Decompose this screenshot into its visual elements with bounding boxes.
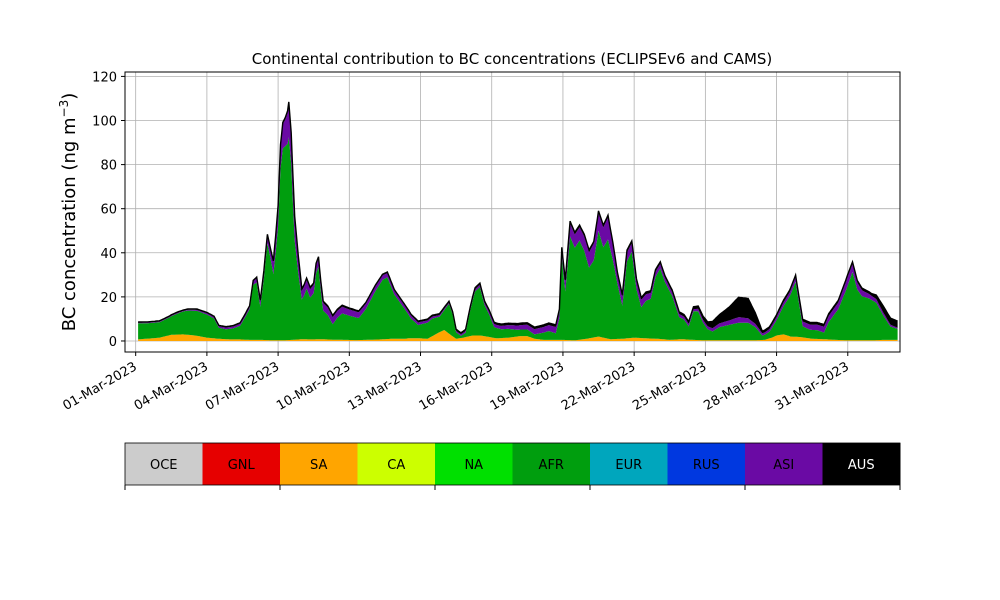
x-tick-label: 04-Mar-2023: [132, 359, 211, 413]
legend-frame: [124, 442, 901, 486]
legend-swatch-rus: [667, 443, 746, 485]
x-tick-label: 13-Mar-2023: [345, 359, 424, 413]
legend-label-ca: CA: [387, 458, 405, 473]
legend-swatch-eur: [590, 443, 668, 485]
legend-label-asi: ASI: [773, 458, 794, 473]
x-tick-label: 10-Mar-2023: [274, 359, 353, 413]
legend-swatch-na: [435, 443, 513, 485]
y-tick-label: 20: [100, 291, 117, 306]
y-axis-label-text: BC concentration (ng m: [59, 117, 80, 331]
legend-label-eur: EUR: [615, 458, 642, 473]
legend-label-na: NA: [464, 458, 483, 473]
area-afr: [138, 137, 898, 341]
y-tick-label: 60: [100, 203, 117, 218]
x-tick-label: 28-Mar-2023: [701, 359, 780, 413]
x-tick-label: 19-Mar-2023: [488, 359, 567, 413]
legend-swatch-asi: [745, 443, 823, 485]
y-tick-label: 120: [92, 70, 117, 85]
legend-swatch-aus: [822, 443, 901, 485]
legend-swatch-sa: [280, 443, 358, 485]
x-tick-label: 01-Mar-2023: [61, 359, 140, 413]
x-tick-label: 25-Mar-2023: [630, 359, 709, 413]
y-tick-label: 0: [109, 335, 117, 350]
y-tick-label: 80: [100, 159, 117, 174]
legend-swatch-afr: [512, 443, 591, 485]
legend-swatch-oce: [125, 443, 203, 485]
chart-title: Continental contribution to BC concentra…: [252, 50, 773, 68]
plot-frame: [124, 71, 901, 353]
axes: 0 20 40 60 80 100 120 01-Mar-202304-Mar-202307-…: [61, 70, 901, 414]
x-tick-label: 16-Mar-2023: [417, 359, 496, 413]
y-axis-label-close: ): [59, 93, 80, 100]
x-tick-label: 22-Mar-2023: [559, 359, 638, 413]
legend-swatch-gnl: [202, 443, 281, 485]
y-tick-label: 100: [92, 115, 117, 130]
y-axis-label: BC concentration (ng m−3): [57, 93, 80, 332]
colorbar-legend: OCE GNL SA CA NA AFR EUR RUS ASI AUS: [124, 442, 901, 490]
y-tick-label: 40: [100, 247, 117, 262]
total-outline: [138, 101, 898, 334]
legend-label-afr: AFR: [539, 458, 564, 473]
stacked-areas: [138, 101, 898, 341]
x-tick-label: 07-Mar-2023: [203, 359, 282, 413]
legend-label-gnl: GNL: [228, 458, 256, 473]
legend-label-oce: OCE: [150, 458, 178, 473]
legend-swatch-ca: [357, 443, 436, 485]
legend-label-rus: RUS: [693, 458, 720, 473]
y-axis-label-superscript: −3: [57, 100, 71, 118]
x-tick-label: 31-Mar-2023: [773, 359, 852, 413]
legend-label-aus: AUS: [848, 458, 875, 473]
area-sa: [138, 330, 898, 341]
legend-label-sa: SA: [310, 458, 327, 473]
